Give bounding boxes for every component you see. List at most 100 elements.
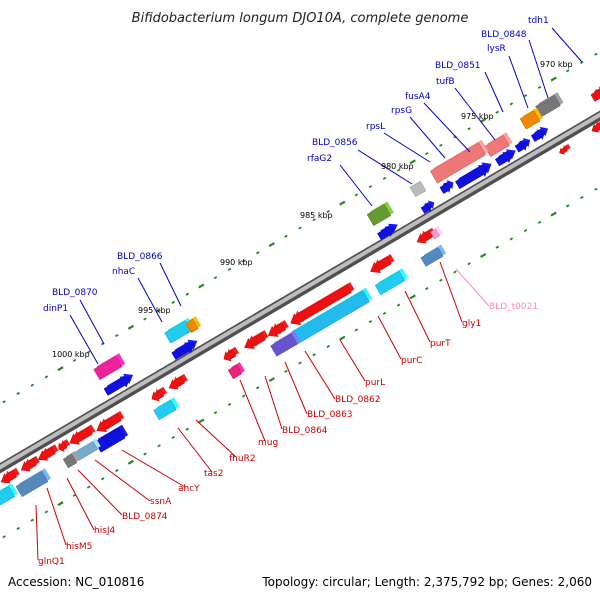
gene-feature-9[interactable]	[151, 386, 167, 402]
leader-line-26	[94, 459, 151, 502]
gene-feature-24[interactable]	[62, 451, 80, 469]
gene-label-ssna[interactable]: ssnA	[150, 497, 172, 507]
gene-label-ahcy[interactable]: ahcY	[178, 484, 200, 494]
gene-label-dinp1[interactable]: dinP1	[43, 304, 68, 314]
gene-feature-41[interactable]	[377, 223, 398, 240]
gene-label-tas2[interactable]: tas2	[204, 469, 223, 479]
gene-feature-0[interactable]	[591, 119, 600, 133]
gene-label-purc[interactable]: purC	[401, 356, 422, 366]
gene-feature-38[interactable]	[409, 178, 429, 198]
gene-feature-15[interactable]	[0, 467, 20, 484]
gene-feature-8[interactable]	[168, 373, 188, 390]
tick-mark-0-41	[565, 69, 570, 73]
gene-label-rpsg[interactable]: rpsG	[391, 106, 412, 116]
gene-label-bld-0874[interactable]: BLD_0874	[122, 512, 168, 522]
leader-line-1	[528, 39, 549, 99]
gene-label-gly1[interactable]: gly1	[462, 319, 481, 329]
gene-feature-46[interactable]	[103, 373, 134, 396]
gene-label-rfag2[interactable]: rfaG2	[307, 154, 332, 164]
scale-label-980-kbp: 980 kbp	[381, 162, 414, 171]
gene-label-bld-0848[interactable]: BLD_0848	[481, 30, 527, 40]
gene-label-bld-t0021[interactable]: BLD_t0021	[489, 302, 538, 312]
tick-mark-0-19	[255, 251, 260, 255]
gene-label-purt[interactable]: purT	[430, 339, 451, 349]
leader-line-8	[357, 149, 413, 185]
gene-label-bld-0864[interactable]: BLD_0864	[282, 426, 328, 436]
gene-feature-43[interactable]	[185, 316, 202, 334]
gene-feature-1[interactable]	[559, 144, 571, 155]
gene-label-hism5[interactable]: hisM5	[66, 542, 92, 552]
gene-feature-31[interactable]	[530, 126, 549, 142]
tick-mark-1-26	[354, 328, 359, 332]
gene-label-rpsl[interactable]: rpsL	[366, 122, 385, 132]
gene-label-tufb[interactable]: tufB	[436, 77, 455, 87]
accession-text: Accession: NC_010816	[8, 575, 144, 589]
gene-feature-12[interactable]	[58, 439, 71, 453]
gene-feature-32[interactable]	[514, 137, 531, 153]
leader-line-2	[508, 55, 529, 109]
gene-label-tdh1[interactable]: tdh1	[528, 16, 549, 26]
gene-feature-13[interactable]	[37, 444, 59, 461]
gene-feature-27[interactable]	[430, 226, 443, 240]
gene-feature-44[interactable]	[171, 339, 198, 360]
gene-feature-6[interactable]	[244, 330, 269, 349]
gene-feature-20[interactable]	[227, 362, 245, 380]
gene-feature-40[interactable]	[366, 201, 394, 227]
gene-feature-19[interactable]	[270, 330, 301, 357]
gene-feature-36[interactable]	[454, 162, 492, 190]
tick-mark-0-30	[409, 159, 416, 165]
gene-label-fhur2[interactable]: fhuR2	[229, 454, 256, 464]
gene-feature-45[interactable]	[93, 353, 126, 381]
gene-label-bld-0862[interactable]: BLD_0862	[335, 395, 381, 405]
genome-backbone	[0, 110, 600, 474]
gene-feature-7[interactable]	[223, 346, 239, 362]
gene-label-lysr[interactable]: lysR	[487, 44, 506, 54]
gene-feature-39[interactable]	[420, 200, 435, 214]
gene-label-bld-0870[interactable]: BLD_0870	[52, 288, 98, 298]
gene-feature-26[interactable]	[0, 483, 18, 506]
gene-feature-28[interactable]	[590, 86, 600, 102]
gene-feature-14[interactable]	[20, 455, 40, 472]
tick-mark-1-3	[30, 518, 35, 522]
gene-label-bld-0863[interactable]: BLD_0863	[307, 410, 353, 420]
tick-mark-1-2	[16, 526, 20, 530]
gene-feature-3[interactable]	[370, 254, 395, 273]
gene-label-bld-0856[interactable]: BLD_0856	[312, 138, 358, 148]
gene-feature-4[interactable]	[290, 282, 355, 326]
tick-mark-0-20	[268, 242, 275, 248]
gene-feature-16[interactable]	[420, 244, 447, 267]
tick-mark-1-25	[339, 335, 346, 341]
tick-mark-1-27	[368, 320, 373, 324]
gene-feature-37[interactable]	[439, 180, 454, 194]
tick-mark-1-35	[480, 252, 487, 258]
gene-feature-34[interactable]	[429, 139, 489, 184]
leader-line-13	[69, 314, 99, 365]
gene-feature-21[interactable]	[153, 397, 180, 421]
gene-label-fusa4[interactable]: fusA4	[405, 92, 431, 102]
leader-line-3	[484, 71, 504, 113]
leader-line-29	[46, 487, 67, 546]
tick-mark-0-29	[396, 168, 401, 172]
gene-feature-5[interactable]	[267, 320, 289, 337]
gene-label-bld-0866[interactable]: BLD_0866	[117, 252, 163, 262]
gene-label-hisj4[interactable]: hisJ4	[94, 526, 116, 536]
leader-line-27	[77, 469, 123, 516]
gene-feature-30[interactable]	[519, 107, 543, 130]
leader-line-21	[264, 375, 283, 430]
gene-label-nhac[interactable]: nhaC	[112, 267, 135, 277]
gene-label-purl[interactable]: purL	[365, 378, 385, 388]
tick-mark-0-35	[480, 117, 487, 123]
gene-feature-17[interactable]	[374, 268, 408, 296]
scale-label-970-kbp: 970 kbp	[540, 60, 573, 69]
gene-feature-25[interactable]	[15, 468, 51, 498]
gene-label-mug[interactable]: mug	[258, 438, 278, 448]
gene-label-bld-0851[interactable]: BLD_0851	[435, 61, 481, 71]
tick-mark-0-42	[580, 61, 584, 65]
gene-label-glnq1[interactable]: glnQ1	[38, 557, 65, 567]
gene-feature-2[interactable]	[416, 227, 436, 244]
gene-feature-35[interactable]	[494, 149, 516, 167]
gene-feature-10[interactable]	[96, 411, 125, 433]
tick-mark-1-11	[143, 452, 147, 456]
gene-feature-11[interactable]	[69, 424, 96, 445]
